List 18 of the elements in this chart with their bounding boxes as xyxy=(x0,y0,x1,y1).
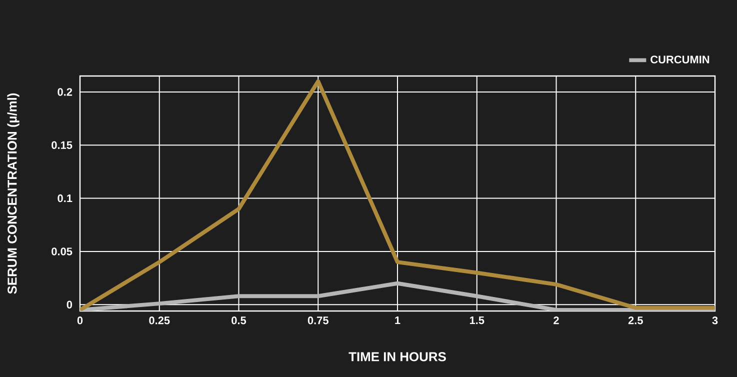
y-tick-label: 0 xyxy=(66,300,72,308)
x-tick-label: 0 xyxy=(77,316,83,324)
y-tick-label: 0.2 xyxy=(58,88,72,96)
y-tick-label: 0.15 xyxy=(52,141,72,149)
x-tick-label: 2 xyxy=(554,316,559,324)
x-tick-label: 0.75 xyxy=(308,316,328,324)
x-axis-title: TIME IN HOURS xyxy=(348,352,446,362)
y-tick-label: 0.05 xyxy=(52,248,72,256)
x-tick-label: 0.25 xyxy=(149,316,170,324)
x-tick-label: 2.5 xyxy=(628,316,643,324)
x-tick-label: 1 xyxy=(395,316,400,324)
line-series xyxy=(80,79,716,311)
x-tick-label: 1.5 xyxy=(470,316,484,324)
legend-label: CURCUMIN xyxy=(650,56,710,64)
y-tick-label: 0.1 xyxy=(58,194,72,202)
x-tick-label: 3 xyxy=(712,316,718,324)
x-tick-label: 0.5 xyxy=(232,316,246,324)
y-axis-title: SERUM CONCENTRATION (µ/ml) xyxy=(7,93,20,294)
